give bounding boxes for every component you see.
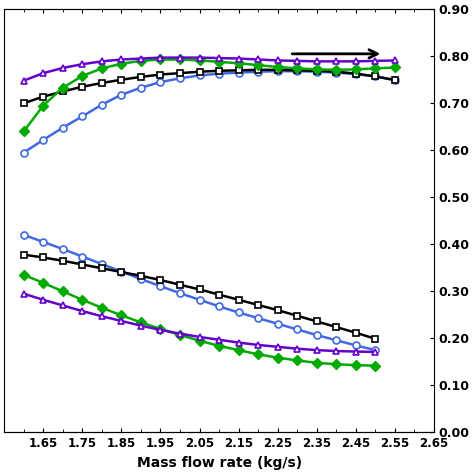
X-axis label: Mass flow rate (kg/s): Mass flow rate (kg/s) xyxy=(137,456,301,470)
